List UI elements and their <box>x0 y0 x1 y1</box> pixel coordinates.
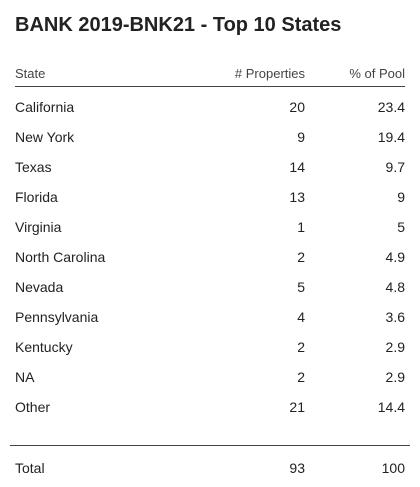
table-row: NA 2 2.9 <box>15 362 405 392</box>
table-row: North Carolina 2 4.9 <box>15 242 405 272</box>
table-row: Other 21 14.4 <box>15 392 405 422</box>
cell: 4 <box>297 309 305 325</box>
column-header: State <box>15 66 46 81</box>
table-row: New York 9 19.4 <box>15 122 405 152</box>
cell: Total <box>15 460 45 476</box>
table-row: Florida 13 9 <box>15 182 405 212</box>
cell: 14.4 <box>377 399 405 415</box>
cell: North Carolina <box>15 249 106 265</box>
cell: 9 <box>397 189 405 205</box>
cell: California <box>15 99 75 115</box>
cell: Nevada <box>15 279 64 295</box>
cell: New York <box>15 129 75 145</box>
cell: 4.9 <box>385 249 405 265</box>
cell: 13 <box>289 189 305 205</box>
cell: 2 <box>297 369 305 385</box>
cell: 4.8 <box>385 279 405 295</box>
cell: 19.4 <box>377 129 405 145</box>
cell: 100 <box>381 460 405 476</box>
total-row: Total 93 100 <box>15 453 405 483</box>
cell: Other <box>15 399 51 415</box>
cell: 93 <box>289 460 305 476</box>
table-row: Virginia 1 5 <box>15 212 405 242</box>
title: BANK 2019-BNK21 - Top 10 States <box>15 14 342 36</box>
cell: 2 <box>297 249 305 265</box>
cell: Florida <box>15 189 58 205</box>
separator <box>10 445 410 446</box>
header-row: State # Properties % of Pool <box>15 62 405 87</box>
table-row: Texas 14 9.7 <box>15 152 405 182</box>
cell: 3.6 <box>385 309 405 325</box>
cell: 9.7 <box>385 159 405 175</box>
cell: 2.9 <box>385 339 405 355</box>
table-row: Kentucky 2 2.9 <box>15 332 405 362</box>
cell: Texas <box>15 159 52 175</box>
cell: 9 <box>297 129 305 145</box>
cell: 2 <box>297 339 305 355</box>
cell: 21 <box>289 399 305 415</box>
cell: Pennsylvania <box>15 309 99 325</box>
table-row: California 20 23.4 <box>15 92 405 122</box>
cell: 1 <box>297 219 305 235</box>
cell: 20 <box>289 99 305 115</box>
table-row: Nevada 5 4.8 <box>15 272 405 302</box>
cell: 2.9 <box>385 369 405 385</box>
cell: 5 <box>297 279 305 295</box>
cell: NA <box>15 369 35 385</box>
cell: 5 <box>397 219 405 235</box>
column-header: % of Pool <box>349 66 405 81</box>
column-header: # Properties <box>234 66 305 81</box>
cell: Virginia <box>15 219 62 235</box>
cell: 23.4 <box>377 99 405 115</box>
cell: 14 <box>289 159 305 175</box>
table-row: Pennsylvania 4 3.6 <box>15 302 405 332</box>
cell: Kentucky <box>15 339 73 355</box>
